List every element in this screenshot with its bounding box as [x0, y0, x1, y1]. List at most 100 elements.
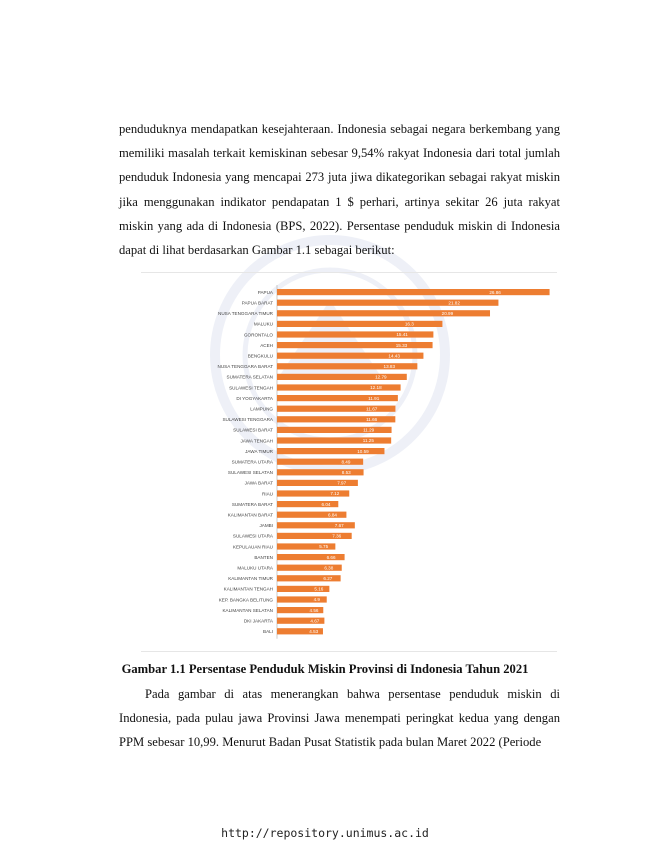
category-label: PAPUA	[258, 290, 274, 295]
poverty-bar-chart: PAPUA 26.86 PAPUA BARAT 21.82 NUSA TENGGARA …	[141, 272, 557, 652]
data-label: 11.29	[363, 428, 375, 433]
category-label: SULAWESI TENGGARA	[222, 417, 273, 422]
category-label: KALIMANTAN TENGAH	[224, 587, 273, 592]
body-paragraph-1: penduduknya mendapatkan kesejahteraan. I…	[119, 122, 560, 258]
data-label: 11.91	[368, 396, 380, 401]
category-label: JAWA TENGAH	[240, 438, 273, 443]
category-label: ACEH	[260, 343, 273, 348]
data-label: 14.43	[388, 353, 400, 358]
bar	[277, 426, 392, 433]
category-label: GORONTALO	[244, 332, 273, 337]
category-label: JAMBI	[259, 523, 273, 528]
data-label: 11.25	[363, 438, 375, 443]
data-label: 5.16	[314, 587, 323, 592]
bar	[277, 384, 401, 391]
data-label: 10.59	[357, 449, 369, 454]
category-label: BALI	[263, 629, 273, 634]
bar	[277, 479, 358, 486]
category-label: DKI JAKARTA	[244, 619, 274, 624]
category-label: MALUKU UTARA	[237, 566, 274, 571]
data-label: 12.18	[370, 385, 382, 390]
bar	[277, 289, 550, 296]
bar	[277, 437, 392, 444]
category-label: SUMATERA BARAT	[232, 502, 273, 507]
bar	[277, 363, 418, 370]
data-label: 11.67	[366, 406, 378, 411]
data-label: 13.83	[384, 364, 396, 369]
bar	[277, 342, 433, 349]
bar	[277, 458, 364, 465]
chart-canvas: PAPUA 26.86 PAPUA BARAT 21.82 NUSA TENGGARA …	[218, 285, 550, 639]
category-label: MALUKU	[254, 322, 273, 327]
data-label: 7.67	[335, 523, 344, 528]
body-paragraph-2: Pada gambar di atas menerangkan bahwa pe…	[119, 687, 560, 750]
category-label: RIAU	[262, 491, 273, 496]
category-label: KEP. BANGKA BELITUNG	[219, 597, 274, 602]
category-label: BENGKULU	[248, 354, 273, 359]
category-label: DI YOGYAKARTA	[236, 396, 274, 401]
data-label: 20.99	[442, 311, 454, 316]
category-label: NUSA TENGGARA TIMUR	[218, 311, 274, 316]
data-label: 26.86	[489, 290, 501, 295]
data-label: 4.9	[314, 597, 321, 602]
category-label: JAWA BARAT	[245, 481, 274, 486]
data-label: 6.38	[324, 565, 333, 570]
bar	[277, 310, 491, 317]
bar	[277, 607, 324, 614]
data-label: 8.49	[341, 459, 350, 464]
category-label: NUSA TENGGARA BARAT	[218, 364, 274, 369]
category-label: KALIMANTAN TIMUR	[228, 576, 273, 581]
bar	[277, 331, 434, 338]
figure-caption: Gambar 1.1 Persentase Penduduk Miskin Pr…	[121, 662, 529, 676]
category-label: LAMPUNG	[250, 407, 273, 412]
category-label: KEPULAUAN RIAU	[233, 544, 273, 549]
bar	[277, 405, 396, 412]
data-label: 4.56	[310, 608, 319, 613]
category-label: SUMATERA UTARA	[232, 460, 274, 465]
bar	[277, 501, 339, 508]
data-label: 21.82	[448, 300, 460, 305]
data-label: 6.04	[322, 502, 331, 507]
bar	[277, 373, 407, 380]
category-label: SUMATERA SELATAN	[227, 375, 273, 380]
category-label: JAWA TIMUR	[245, 449, 274, 454]
bar	[277, 395, 398, 402]
bar	[277, 532, 352, 539]
repository-url-footer: http://repository.unimus.ac.id	[221, 826, 429, 840]
data-label: 15.41	[396, 332, 408, 337]
bar	[277, 320, 443, 327]
data-label: 15.33	[396, 343, 408, 348]
data-label: 7.12	[330, 491, 339, 496]
bar	[277, 554, 345, 561]
data-label: 5.75	[319, 544, 328, 549]
data-label: 7.36	[332, 534, 341, 539]
bar	[277, 448, 385, 455]
data-label: 6.27	[323, 576, 332, 581]
category-label: SULAWESI TENGAH	[229, 385, 273, 390]
bar	[277, 596, 327, 603]
bar	[277, 543, 336, 550]
data-label: 11.66	[366, 417, 378, 422]
data-label: 6.66	[327, 555, 336, 560]
bar	[277, 352, 424, 359]
bar	[277, 585, 330, 592]
category-label: PAPUA BARAT	[242, 301, 273, 306]
bar	[277, 469, 364, 476]
bar	[277, 490, 350, 497]
data-label: 4.53	[309, 629, 318, 634]
data-label: 4.67	[310, 618, 319, 623]
data-label: 16.3	[405, 322, 414, 327]
category-label: KALIMANTAN SELATAN	[222, 608, 273, 613]
category-label: SULAWESI BARAT	[233, 428, 273, 433]
bar	[277, 617, 325, 624]
bar	[277, 511, 347, 518]
bar	[277, 522, 355, 529]
bar	[277, 628, 323, 635]
data-label: 6.84	[328, 512, 337, 517]
category-label: KALIMANTAN BARAT	[228, 513, 273, 518]
bar	[277, 575, 341, 582]
bar	[277, 564, 342, 571]
data-label: 8.53	[342, 470, 351, 475]
category-label: SULAWESI SELATAN	[228, 470, 273, 475]
category-label: BANTEN	[254, 555, 273, 560]
